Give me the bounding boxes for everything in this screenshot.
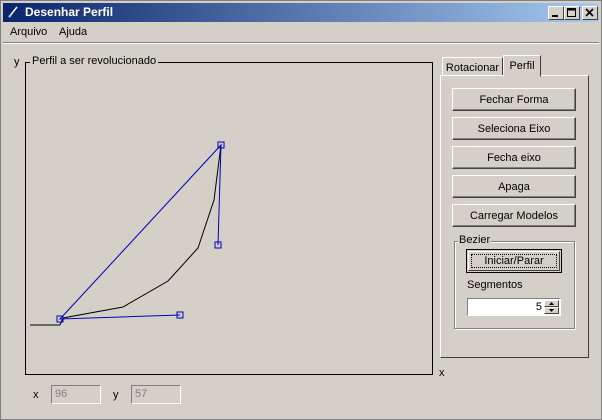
bezier-group <box>454 241 575 329</box>
close-button[interactable] <box>582 6 598 20</box>
menu-arquivo[interactable]: Arquivo <box>10 26 48 38</box>
drawing-canvas[interactable] <box>25 62 433 375</box>
control-point[interactable] <box>176 311 184 319</box>
app-icon <box>8 6 18 18</box>
control-point[interactable] <box>56 315 64 323</box>
y-coord-label: y <box>113 389 119 401</box>
control-point[interactable] <box>217 141 225 149</box>
y-coord-field: 57 <box>131 385 181 404</box>
canvas-title: Perfil a ser revolucionado <box>30 55 159 67</box>
menu-separator <box>3 42 599 44</box>
spinner-down-button[interactable] <box>544 307 559 314</box>
profile-drawing[interactable] <box>26 63 432 374</box>
y-axis-label: y <box>14 56 20 68</box>
spinner-up-button[interactable] <box>544 300 559 307</box>
carregar-modelos-button[interactable]: Carregar Modelos <box>452 204 576 227</box>
minimize-button[interactable] <box>548 6 564 20</box>
segments-value: 5 <box>535 301 542 313</box>
iniciar-parar-button[interactable]: Iniciar/Parar <box>466 249 562 273</box>
tab-perfil[interactable]: Perfil <box>503 55 541 77</box>
x-coord-field: 96 <box>51 385 101 404</box>
fecha-eixo-button[interactable]: Fecha eixo <box>452 146 576 169</box>
bezier-group-label: Bezier <box>458 234 492 246</box>
seleciona-eixo-button[interactable]: Seleciona Eixo <box>452 117 576 140</box>
tab-rotacionar[interactable]: Rotacionar <box>442 57 503 77</box>
maximize-icon <box>567 8 576 17</box>
bezier-curve <box>30 144 222 326</box>
x-coord-label: x <box>33 389 39 401</box>
x-axis-label: x <box>439 367 445 379</box>
segments-label: Segmentos <box>467 279 523 291</box>
apaga-button[interactable]: Apaga <box>452 175 576 198</box>
control-point[interactable] <box>214 241 222 249</box>
window-title: Desenhar Perfil <box>25 5 114 19</box>
menu-bar: Arquivo Ajuda <box>3 23 599 42</box>
segments-spinner[interactable]: 5 <box>467 298 561 316</box>
minimize-icon <box>552 15 558 17</box>
close-icon <box>585 8 594 17</box>
menu-ajuda[interactable]: Ajuda <box>59 26 88 38</box>
fechar-forma-button[interactable]: Fechar Forma <box>452 88 576 111</box>
control-polygon <box>58 143 222 320</box>
arrow-down-icon <box>549 309 554 312</box>
maximize-button[interactable] <box>564 6 580 20</box>
iniciar-parar-label: Iniciar/Parar <box>484 255 544 267</box>
arrow-up-icon <box>549 302 554 305</box>
title-bar[interactable]: Desenhar Perfil <box>3 3 599 22</box>
